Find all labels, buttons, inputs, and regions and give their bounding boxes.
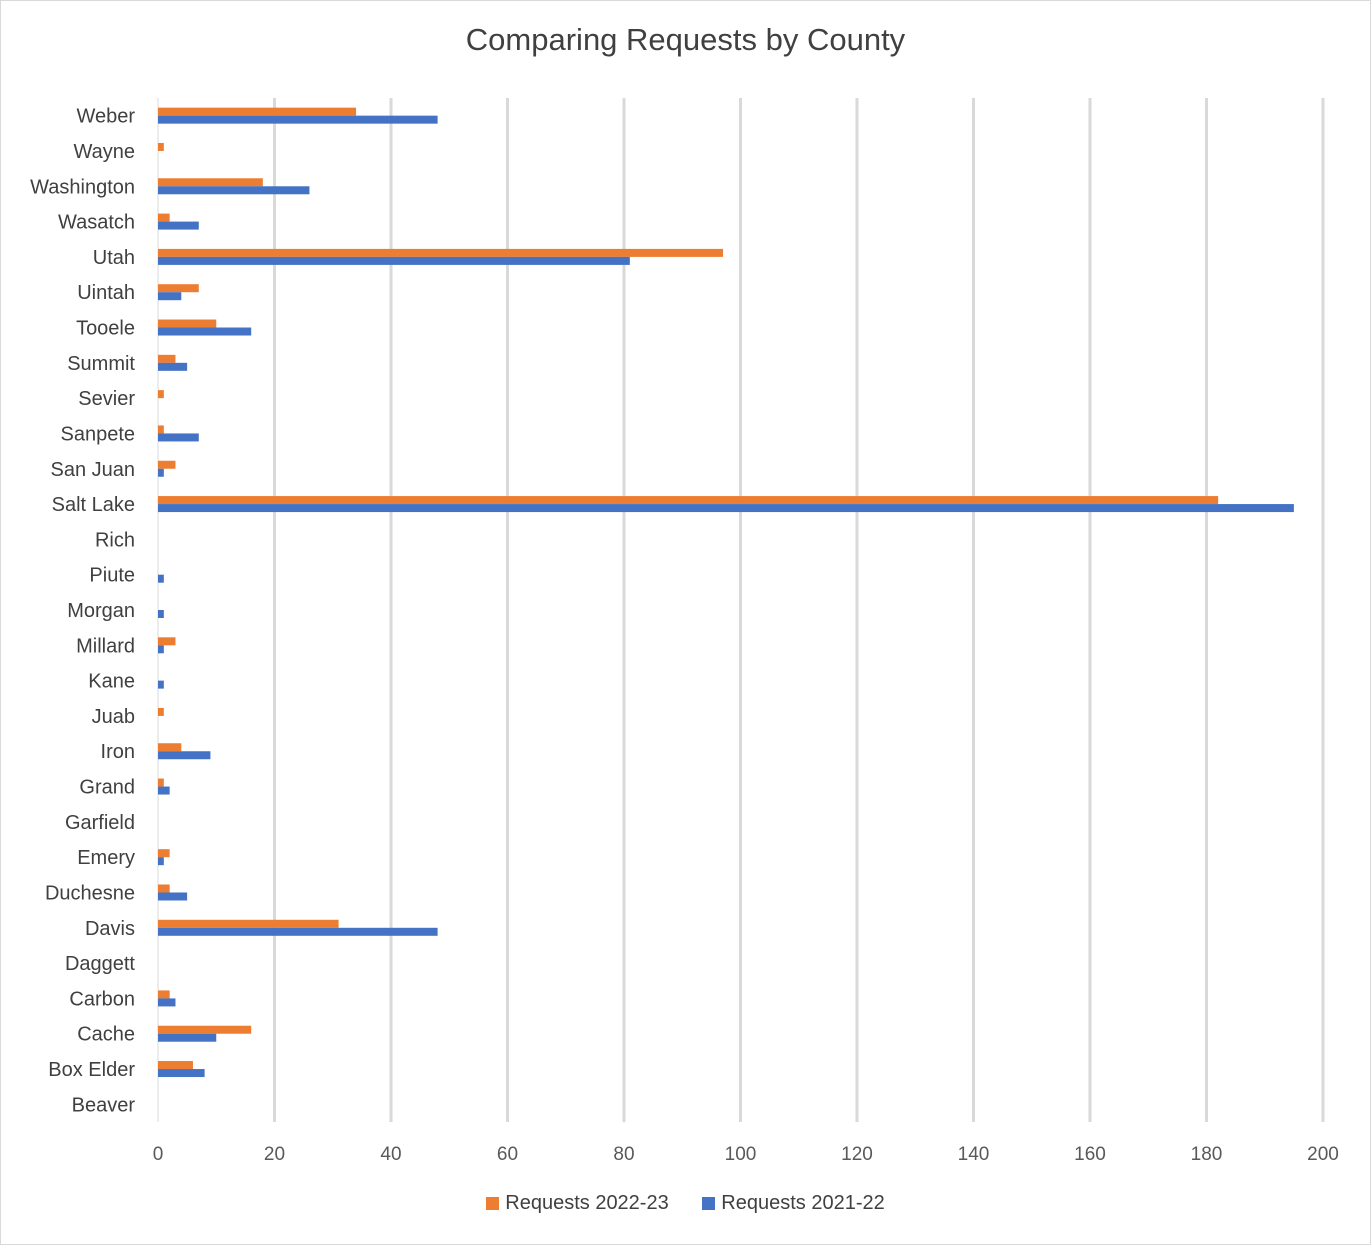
legend: Requests 2022-23 Requests 2021-22 — [0, 1192, 1371, 1216]
bar — [158, 213, 170, 222]
category-label: San Juan — [50, 459, 135, 481]
category-label: Wasatch — [58, 212, 135, 234]
x-tick-label: 100 — [725, 1144, 757, 1165]
legend-swatch-2021-22 — [702, 1197, 716, 1210]
category-label: Morgan — [67, 600, 135, 622]
category-label: Carbon — [69, 988, 135, 1010]
category-label: Daggett — [65, 953, 135, 975]
axis-labels: 0 20 40 60 80 100 120 140 160 180 200 Beaver Box Eld… — [30, 106, 1339, 1165]
x-tick-label: 40 — [380, 1144, 401, 1165]
bar — [158, 284, 199, 293]
category-label: Uintah — [77, 282, 135, 304]
category-label: Sanpete — [60, 423, 135, 445]
category-label: Salt Lake — [52, 494, 135, 516]
category-label: Tooele — [76, 318, 135, 340]
bar — [158, 186, 310, 195]
bar — [158, 460, 176, 469]
x-tick-label: 160 — [1074, 1144, 1106, 1165]
bar — [158, 637, 176, 646]
legend-label-2022-23: Requests 2022-23 — [505, 1192, 669, 1214]
category-label: Wayne — [73, 141, 135, 163]
category-label: Millard — [76, 635, 135, 657]
bar — [158, 115, 438, 124]
bar — [158, 1061, 193, 1070]
bar — [158, 645, 164, 654]
bar — [158, 504, 1294, 513]
bar — [158, 178, 263, 187]
category-label: Utah — [93, 247, 135, 269]
legend-item-2021-22: Requests 2021-22 — [702, 1192, 885, 1215]
bar — [158, 743, 182, 752]
bar — [158, 927, 438, 936]
bar — [158, 680, 164, 689]
legend-label-2021-22: Requests 2021-22 — [721, 1192, 885, 1214]
x-tick-label: 200 — [1307, 1144, 1339, 1165]
x-tick-label: 140 — [958, 1144, 990, 1165]
category-label: Sevier — [78, 388, 135, 410]
bar — [158, 574, 164, 583]
x-tick-label: 0 — [153, 1144, 164, 1165]
legend-swatch-2022-23 — [486, 1197, 500, 1210]
bar — [158, 786, 170, 795]
category-label: Rich — [95, 529, 135, 551]
bar — [158, 248, 724, 257]
gridlines — [157, 98, 1325, 1122]
bar — [158, 319, 217, 328]
bar — [158, 292, 182, 301]
bar — [158, 496, 1219, 505]
category-label: Beaver — [72, 1094, 136, 1116]
bar — [158, 362, 188, 371]
bar — [158, 221, 199, 230]
category-label: Juab — [92, 706, 135, 728]
bar — [158, 107, 357, 116]
bar — [158, 990, 170, 999]
x-tick-label: 60 — [497, 1144, 518, 1165]
category-label: Emery — [77, 847, 135, 869]
bar — [158, 425, 164, 434]
x-tick-label: 120 — [841, 1144, 873, 1165]
category-label: Weber — [76, 106, 135, 128]
bar — [158, 354, 176, 363]
category-label: Grand — [79, 777, 135, 799]
legend-item-2022-23: Requests 2022-23 — [486, 1192, 669, 1215]
bar — [158, 433, 199, 442]
x-tick-label: 80 — [613, 1144, 634, 1165]
bar — [158, 778, 164, 787]
bar — [158, 610, 164, 618]
bar — [158, 1069, 205, 1078]
bar — [158, 751, 211, 760]
bar — [158, 256, 630, 265]
bar — [158, 1025, 252, 1034]
bar — [158, 1033, 217, 1042]
x-tick-label: 20 — [264, 1144, 285, 1165]
bar — [158, 919, 339, 928]
bar — [158, 468, 164, 477]
category-label: Davis — [85, 918, 135, 940]
bar — [158, 998, 176, 1007]
bar — [158, 892, 188, 901]
bar — [158, 707, 164, 716]
bar — [158, 327, 252, 336]
bars — [158, 107, 1294, 1078]
chart-title: Comparing Requests by County — [465, 22, 906, 57]
x-tick-label: 180 — [1191, 1144, 1223, 1165]
bar — [158, 849, 170, 858]
category-label: Duchesne — [45, 882, 135, 904]
category-label: Washington — [30, 176, 135, 198]
category-label: Piute — [89, 565, 135, 587]
bar — [158, 857, 164, 866]
bar — [158, 884, 170, 893]
category-label: Summit — [67, 353, 135, 375]
category-label: Box Elder — [48, 1059, 135, 1081]
bar — [158, 390, 164, 399]
bar — [158, 142, 164, 151]
category-label: Iron — [101, 741, 135, 763]
category-label: Garfield — [65, 812, 135, 834]
category-label: Cache — [77, 1024, 135, 1046]
category-label: Kane — [88, 671, 135, 693]
